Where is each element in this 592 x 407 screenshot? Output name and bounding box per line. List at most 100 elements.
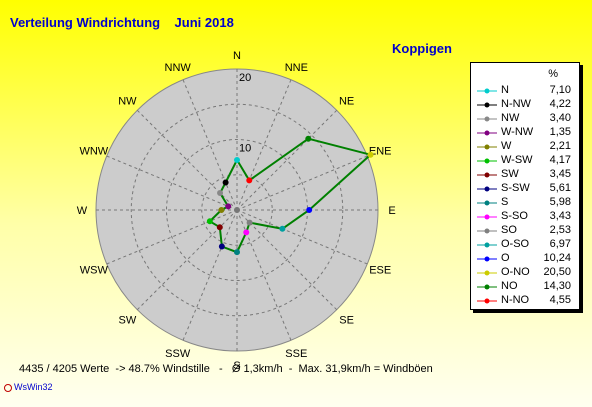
data-point [225,203,232,210]
legend-direction: W-NW [501,126,534,138]
legend-entry: N 7,10 [471,84,579,98]
compass-label: S [233,360,240,372]
data-point [217,190,224,197]
legend-swatch [477,228,497,234]
legend-entry: S-SW 5,61 [471,182,579,196]
legend-swatch [477,214,497,220]
legend-swatch-marker [484,228,490,234]
legend-swatch-marker [484,214,490,220]
data-point [234,156,240,163]
legend-direction: SO [501,224,517,236]
legend-swatch-marker [484,256,490,262]
legend-swatch [477,186,497,192]
legend-value: 4,22 [549,98,571,110]
legend-entry: NW 3,40 [471,112,579,126]
radial-tick-label: 10 [239,143,251,155]
legend-entry: O 10,24 [471,252,579,266]
legend-swatch [477,256,497,262]
legend-entry: SW 3,45 [471,168,579,182]
legend-value: 2,53 [549,224,571,236]
legend-direction: N-NO [501,294,530,306]
data-point [218,243,225,250]
legend-swatch-marker [484,242,490,248]
legend-direction: W-SW [501,154,533,166]
legend-value: 5,98 [549,196,571,208]
compass-label: SW [119,315,137,327]
legend-swatch-marker [484,158,490,164]
legend-entry: N-NW 4,22 [471,98,579,112]
legend-swatch [477,88,497,94]
compass-label: ESE [369,264,391,276]
compass-label: WNW [79,146,108,158]
legend-swatch-marker [484,88,490,94]
legend-direction: O-SO [501,238,530,250]
legend-swatch [477,242,497,248]
data-point [305,135,312,142]
legend-swatch-marker [484,102,490,108]
data-point [306,207,313,213]
compass-label: ENE [369,146,392,158]
legend-entry: NO 14,30 [471,280,579,294]
brand-text: WsWin32 [14,382,53,392]
grid-ring [201,174,273,246]
compass-label: SSE [285,348,307,360]
legend-direction: S-SO [501,210,528,222]
legend-swatch [477,172,497,178]
legend-entry: O-NO 20,50 [471,266,579,280]
legend-swatch-marker [484,130,490,136]
compass-label: NW [118,95,137,107]
data-point [234,249,240,256]
legend-swatch [477,284,497,290]
radial-tick-label: 20 [239,72,251,84]
grid-ring [130,103,344,317]
legend-swatch [477,102,497,108]
legend-direction: NO [501,280,518,292]
compass-label: W [77,205,88,217]
wind-series [206,135,374,256]
station-name: Koppigen [392,41,452,56]
legend-value: 1,35 [549,126,571,138]
data-point [279,225,286,232]
legend-unit: % [548,68,558,80]
compass-label: N [233,50,241,62]
legend-swatch-marker [484,116,490,122]
brand-icon [4,383,12,392]
legend-value: 10,24 [543,252,571,264]
legend-value: 4,55 [549,294,571,306]
compass-label: NNE [285,62,308,74]
legend-swatch-marker [484,144,490,150]
polar-grid: 10 20 [95,68,379,352]
compass-labels: N NNE NE ENE E ESE SE SSE S SSW SW WSW W WNW NW NNW [77,50,396,372]
legend-direction: S [501,196,509,208]
legend-direction: N [501,84,509,96]
data-point [367,151,374,158]
legend-entry: S 5,98 [471,196,579,210]
legend: % N 7,10 N-NW 4,22 NW 3,40 W-NW 1,35 W 2,21 W-SW 4,… [470,62,580,310]
data-point [243,229,250,236]
chart-title: Verteilung Windrichtung Juni 2018 [10,15,234,30]
legend-direction: O-NO [501,266,530,278]
legend-value: 7,10 [549,84,571,96]
legend-swatch-marker [484,284,490,290]
legend-swatch [477,270,497,276]
legend-direction: NW [501,112,520,124]
legend-swatch [477,158,497,164]
legend-value: 14,30 [543,280,571,292]
compass-label: WSW [80,264,109,276]
data-point [246,219,253,226]
legend-swatch-marker [484,200,490,206]
legend-value: 2,21 [549,140,571,152]
legend-direction: O [501,252,510,264]
legend-value: 6,97 [549,238,571,250]
compass-label: NNW [165,62,192,74]
legend-direction: W [501,140,512,152]
legend-entry: N-NO 4,55 [471,294,579,308]
legend-value: 3,43 [549,210,571,222]
legend-entry: S-SO 3,43 [471,210,579,224]
legend-direction: N-NW [501,98,531,110]
legend-entry: SO 2,53 [471,224,579,238]
legend-value: 3,45 [549,168,571,180]
data-point [222,179,229,186]
legend-swatch-marker [484,298,490,304]
legend-entry: O-SO 6,97 [471,238,579,252]
